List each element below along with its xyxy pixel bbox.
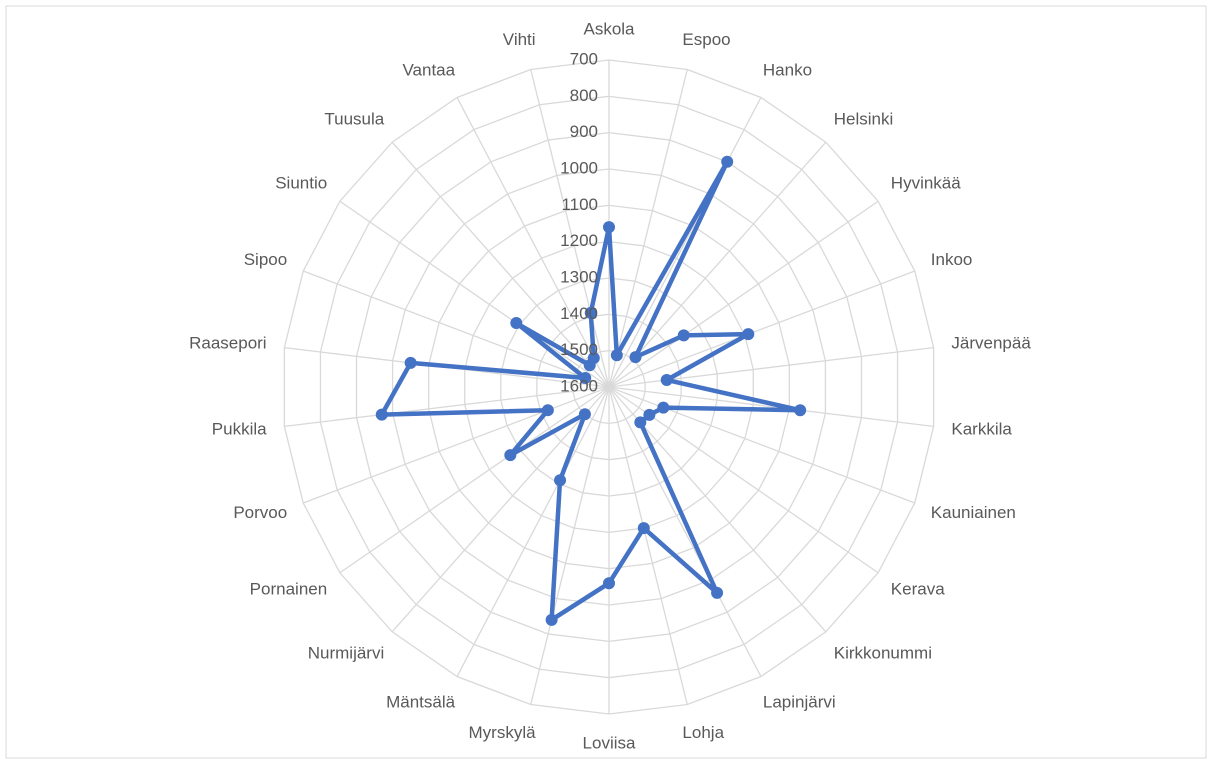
category-label: Inkoo (931, 250, 973, 269)
spoke (339, 200, 610, 388)
marker (375, 408, 388, 421)
marker (677, 329, 690, 342)
marker (629, 351, 642, 364)
category-label: Lohja (682, 723, 724, 742)
marker (794, 404, 807, 417)
y-tick-label: 700 (570, 49, 598, 68)
spoke (530, 386, 610, 705)
spoke (303, 386, 610, 504)
category-label: Järvenpää (951, 333, 1031, 352)
category-label: Kerava (891, 579, 945, 598)
marker (504, 449, 517, 462)
spoke (303, 270, 610, 388)
category-label: Raasepori (189, 333, 267, 352)
y-tick-label: 1600 (560, 376, 598, 395)
category-label: Tuusula (324, 109, 384, 128)
marker (660, 373, 673, 386)
marker (657, 401, 670, 414)
marker (637, 522, 650, 535)
spoke (608, 386, 762, 677)
y-tick-label: 900 (570, 122, 598, 141)
y-tick-label: 1200 (560, 231, 598, 250)
category-label: Vantaa (402, 60, 455, 79)
category-label: Helsinki (834, 109, 894, 128)
spoke (608, 386, 688, 705)
category-label: Pukkila (212, 420, 267, 439)
category-label: Loviisa (583, 733, 636, 752)
y-tick-label: 1100 (561, 195, 598, 214)
spoke (608, 69, 688, 388)
marker (554, 474, 567, 487)
spoke (608, 386, 934, 428)
category-label: Pornainen (250, 579, 328, 598)
marker (634, 416, 647, 429)
spoke (608, 97, 762, 388)
spoke (608, 141, 827, 388)
marker (541, 404, 554, 417)
marker (584, 306, 597, 319)
spoke (339, 386, 610, 574)
y-tick-label: 800 (570, 86, 598, 105)
category-label: Siuntio (275, 174, 327, 193)
spoke (284, 386, 610, 428)
category-label: Hyvinkää (891, 174, 961, 193)
y-tick-label: 1000 (560, 158, 598, 177)
spoke (391, 141, 610, 388)
marker (404, 356, 417, 369)
category-label: Espoo (682, 30, 730, 49)
spoke (456, 97, 610, 388)
marker (711, 586, 724, 599)
category-label: Hanko (763, 60, 812, 79)
spoke (530, 69, 610, 388)
y-tick-label: 1300 (560, 267, 598, 286)
category-label: Nurmijärvi (308, 644, 385, 663)
category-label: Kauniainen (931, 503, 1016, 522)
y-tick-label: 1400 (560, 304, 598, 323)
marker (643, 408, 656, 421)
marker (603, 577, 615, 590)
marker (587, 352, 600, 365)
marker (610, 349, 623, 362)
y-tick-label: 1500 (560, 340, 598, 359)
category-label: Vihti (503, 30, 536, 49)
category-label: Askola (583, 19, 635, 38)
category-label: Lapinjärvi (763, 693, 836, 712)
spoke (608, 200, 879, 388)
category-label: Myrskylä (469, 723, 537, 742)
category-label: Mäntsälä (386, 693, 456, 712)
category-label: Karkkila (951, 420, 1012, 439)
marker (579, 371, 592, 384)
marker (578, 408, 591, 421)
category-label: Sipoo (244, 250, 287, 269)
spoke (456, 386, 610, 677)
marker (510, 317, 523, 330)
spoke (608, 270, 915, 388)
marker (742, 328, 755, 341)
category-label: Kirkkonummi (834, 644, 932, 663)
marker (545, 613, 558, 626)
marker (721, 155, 734, 168)
marker (603, 221, 615, 234)
category-label: Porvoo (233, 503, 287, 522)
spoke (391, 386, 610, 633)
